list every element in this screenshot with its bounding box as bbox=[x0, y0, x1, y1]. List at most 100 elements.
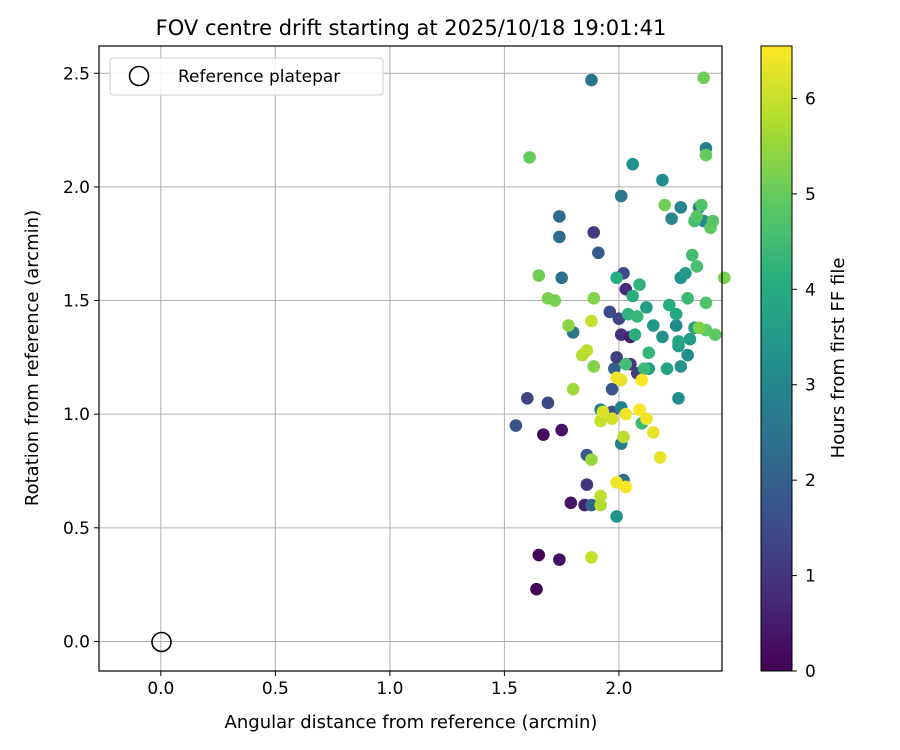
data-point bbox=[708, 328, 722, 341]
data-point bbox=[646, 426, 660, 439]
data-point bbox=[532, 548, 546, 562]
data-point bbox=[635, 373, 649, 387]
data-point bbox=[541, 396, 555, 410]
data-point bbox=[699, 296, 713, 310]
data-point bbox=[619, 357, 633, 371]
data-point bbox=[674, 360, 688, 373]
colorbar-tick-label: 0 bbox=[805, 662, 816, 682]
colorbar-tick-label: 2 bbox=[805, 471, 816, 491]
colorbar-ticks: 0 1 2 3 4 5 6 bbox=[792, 89, 816, 682]
data-point bbox=[683, 332, 697, 346]
data-point bbox=[530, 582, 543, 596]
data-point bbox=[555, 423, 568, 437]
data-point bbox=[699, 148, 713, 162]
data-point bbox=[585, 73, 598, 87]
data-point bbox=[690, 210, 704, 223]
legend-label: Reference platepar bbox=[178, 67, 340, 87]
data-point bbox=[580, 478, 594, 491]
data-point bbox=[681, 348, 694, 362]
data-point bbox=[523, 151, 536, 164]
data-point bbox=[537, 428, 550, 441]
plot-frame bbox=[98, 45, 723, 672]
chart-title: FOV centre drift starting at 2025/10/18 … bbox=[156, 16, 667, 40]
y-axis-label: Rotation from reference (arcmin) bbox=[22, 210, 43, 506]
data-point bbox=[585, 551, 598, 564]
colorbar-tick-label: 4 bbox=[805, 280, 816, 300]
data-point bbox=[585, 314, 598, 328]
data-point bbox=[592, 246, 605, 260]
legend: Reference platepar bbox=[109, 57, 384, 96]
data-point bbox=[626, 289, 639, 303]
colorbar-tick-label: 6 bbox=[805, 89, 816, 109]
data-point bbox=[692, 321, 706, 335]
data-point bbox=[553, 210, 566, 223]
data-point bbox=[548, 294, 562, 307]
data-point bbox=[610, 371, 623, 385]
legend-box bbox=[109, 57, 384, 96]
data-point bbox=[640, 301, 653, 314]
data-point bbox=[695, 198, 708, 212]
x-axis-label: Angular distance from reference (arcmin) bbox=[225, 712, 598, 733]
data-point bbox=[665, 212, 678, 226]
colorbar-label: Hours from first FF file bbox=[828, 258, 849, 459]
x-tick-label: 0.0 bbox=[147, 679, 174, 699]
data-point bbox=[585, 453, 598, 466]
y-tick-label: 1.5 bbox=[63, 292, 90, 312]
y-axis-ticks: 0.0 0.5 1.0 1.5 2.0 2.5 bbox=[63, 64, 99, 652]
data-point bbox=[633, 403, 646, 416]
x-tick-label: 0.5 bbox=[262, 679, 289, 699]
data-point bbox=[628, 328, 642, 341]
data-point bbox=[656, 330, 669, 344]
x-tick-label: 2.0 bbox=[605, 679, 632, 699]
colorbar-gradient bbox=[760, 45, 793, 672]
colorbar-tick-label: 5 bbox=[805, 185, 816, 205]
data-point bbox=[587, 291, 601, 305]
data-point bbox=[564, 496, 578, 510]
data-point bbox=[617, 430, 630, 444]
data-point bbox=[566, 382, 580, 396]
data-point bbox=[610, 510, 623, 523]
data-point bbox=[521, 391, 534, 405]
data-point bbox=[642, 346, 656, 360]
data-point bbox=[669, 319, 683, 332]
data-point bbox=[685, 248, 699, 262]
data-point bbox=[610, 271, 623, 285]
data-point bbox=[646, 319, 660, 332]
data-point bbox=[672, 335, 685, 348]
scatter-points bbox=[509, 71, 731, 596]
legend-marker-icon bbox=[128, 65, 150, 87]
data-point bbox=[637, 362, 651, 376]
data-point bbox=[562, 319, 575, 332]
data-point bbox=[509, 419, 523, 432]
data-point bbox=[717, 271, 731, 285]
data-point bbox=[596, 405, 610, 419]
data-point bbox=[532, 269, 546, 282]
x-axis-ticks: 0.0 0.5 1.0 1.5 2.0 bbox=[147, 671, 632, 699]
y-tick-label: 2.5 bbox=[63, 64, 90, 84]
data-point bbox=[619, 480, 633, 494]
data-point bbox=[626, 157, 639, 171]
y-tick-label: 1.0 bbox=[63, 405, 90, 425]
data-point bbox=[653, 451, 667, 464]
data-point bbox=[663, 298, 676, 312]
colorbar-tick-label: 1 bbox=[805, 567, 816, 587]
data-point bbox=[630, 310, 644, 323]
data-point bbox=[633, 278, 646, 291]
data-point bbox=[587, 226, 601, 239]
data-point bbox=[553, 230, 566, 244]
data-point bbox=[605, 382, 619, 396]
data-point bbox=[605, 412, 619, 426]
data-point bbox=[681, 291, 694, 305]
data-point bbox=[619, 407, 633, 421]
data-point bbox=[706, 214, 720, 228]
data-point bbox=[594, 498, 607, 512]
data-point bbox=[594, 489, 607, 503]
data-point bbox=[669, 307, 683, 321]
y-tick-label: 0.5 bbox=[63, 519, 90, 539]
y-tick-label: 2.0 bbox=[63, 178, 90, 198]
reference-marker bbox=[151, 631, 172, 653]
data-point bbox=[580, 344, 594, 357]
data-point bbox=[640, 412, 653, 426]
data-point bbox=[658, 198, 672, 212]
